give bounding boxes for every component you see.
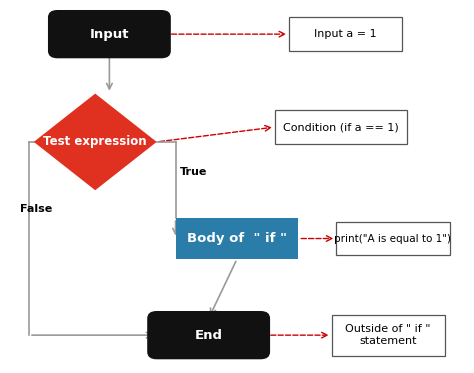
FancyBboxPatch shape: [48, 10, 171, 58]
Text: print("A is equal to 1"): print("A is equal to 1"): [335, 233, 451, 244]
Text: False: False: [20, 204, 52, 214]
FancyBboxPatch shape: [175, 218, 299, 259]
Text: End: End: [195, 329, 223, 342]
Text: Body of  " if ": Body of " if ": [187, 232, 287, 245]
Text: True: True: [180, 167, 208, 177]
FancyBboxPatch shape: [147, 311, 270, 359]
FancyBboxPatch shape: [331, 315, 445, 355]
Text: Outside of " if "
statement: Outside of " if " statement: [346, 325, 431, 346]
Polygon shape: [34, 94, 156, 190]
FancyBboxPatch shape: [275, 110, 407, 144]
FancyBboxPatch shape: [336, 222, 450, 255]
Text: Condition (if a == 1): Condition (if a == 1): [283, 122, 399, 132]
FancyBboxPatch shape: [289, 18, 402, 51]
Text: Test expression: Test expression: [44, 135, 147, 148]
Text: Input: Input: [90, 28, 129, 41]
Text: Input a = 1: Input a = 1: [314, 29, 377, 39]
